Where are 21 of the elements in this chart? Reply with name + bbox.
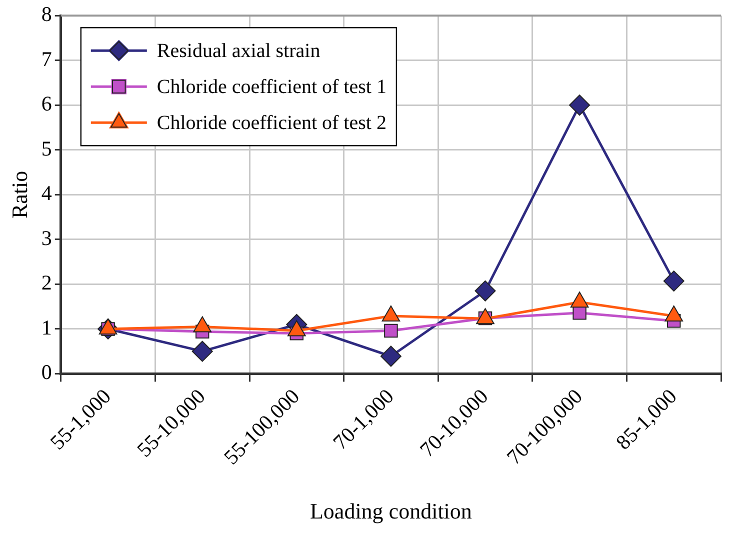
y-tick-label: 3 <box>41 226 52 250</box>
y-tick-label: 1 <box>41 315 52 340</box>
point <box>384 324 398 338</box>
legend-label: Residual axial strain <box>156 40 320 62</box>
x-axis-title: Loading condition <box>310 498 472 524</box>
point <box>474 280 496 302</box>
y-tick-label: 5 <box>41 136 52 160</box>
y-tick-label: 0 <box>41 360 52 384</box>
legend-label: Chloride coefficient of test 2 <box>156 112 386 134</box>
y-tick-label: 7 <box>41 46 52 71</box>
point <box>569 94 590 116</box>
legend-label: Chloride coefficient of test 1 <box>156 76 386 98</box>
y-tick-label: 2 <box>41 270 52 295</box>
y-tick-label: 6 <box>41 92 52 116</box>
point <box>192 340 213 362</box>
point <box>380 346 402 367</box>
y-tick-label: 8 <box>41 2 52 26</box>
point <box>572 306 586 320</box>
y-tick-label: 4 <box>41 181 52 206</box>
y-axis-title: Ratio <box>6 170 32 218</box>
point <box>663 270 684 292</box>
